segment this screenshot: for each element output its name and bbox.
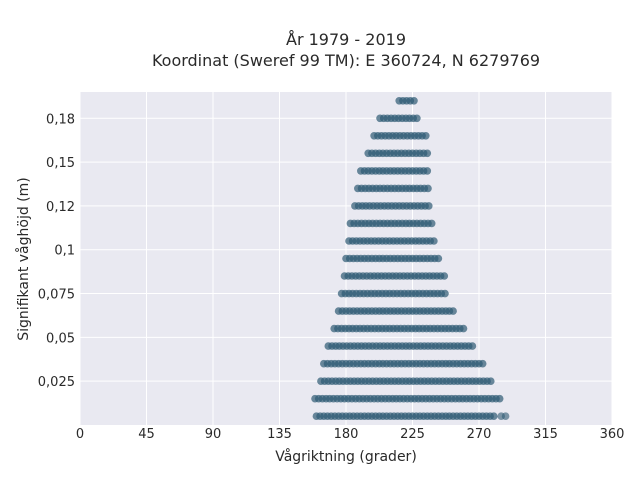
data-point [422, 132, 430, 140]
y-tick-label: 0,1 [54, 244, 75, 259]
chart-subtitle: Koordinat (Sweref 99 TM): E 360724, N 62… [152, 51, 540, 70]
data-point [487, 377, 495, 386]
y-axis-ticks: 0,025 0,05 0,075 0,1 0,12 0,15 0,18 [38, 112, 75, 390]
y-tick-label: 0,18 [46, 112, 75, 127]
y-tick-label: 0,075 [38, 288, 75, 303]
x-axis-label: Vågriktning (grader) [275, 448, 417, 465]
data-point [501, 412, 510, 421]
data-point [425, 202, 433, 210]
x-tick-label: 180 [334, 427, 359, 442]
data-point [427, 219, 436, 228]
x-tick-label: 225 [400, 427, 425, 442]
x-axis-ticks: 0 45 90 135 180 225 270 315 360 [76, 427, 625, 442]
data-point [441, 289, 449, 298]
x-tick-label: 0 [76, 427, 84, 442]
data-point [459, 324, 468, 333]
y-axis-label: Signifikant våghöjd (m) [15, 177, 32, 340]
data-points [311, 97, 510, 421]
data-point [449, 307, 457, 315]
data-point [423, 149, 432, 158]
x-tick-label: 315 [533, 427, 558, 442]
data-point [478, 359, 487, 368]
data-point [495, 394, 504, 403]
x-tick-label: 270 [467, 427, 492, 442]
y-tick-label: 0,05 [46, 331, 75, 346]
y-tick-label: 0,12 [46, 200, 75, 215]
x-tick-label: 135 [267, 427, 292, 442]
data-point [440, 272, 449, 280]
data-point [430, 237, 438, 245]
x-tick-label: 45 [138, 427, 155, 442]
data-point [413, 114, 421, 123]
chart-title: År 1979 - 2019 [286, 30, 406, 49]
data-point [468, 342, 477, 350]
data-point [424, 184, 432, 193]
data-point [490, 412, 498, 421]
data-point [423, 167, 432, 175]
data-point [410, 97, 418, 105]
x-tick-label: 360 [600, 427, 625, 442]
y-tick-label: 0,15 [46, 156, 75, 171]
x-tick-label: 90 [205, 427, 222, 442]
data-point [434, 254, 443, 263]
y-tick-label: 0,025 [38, 375, 75, 390]
